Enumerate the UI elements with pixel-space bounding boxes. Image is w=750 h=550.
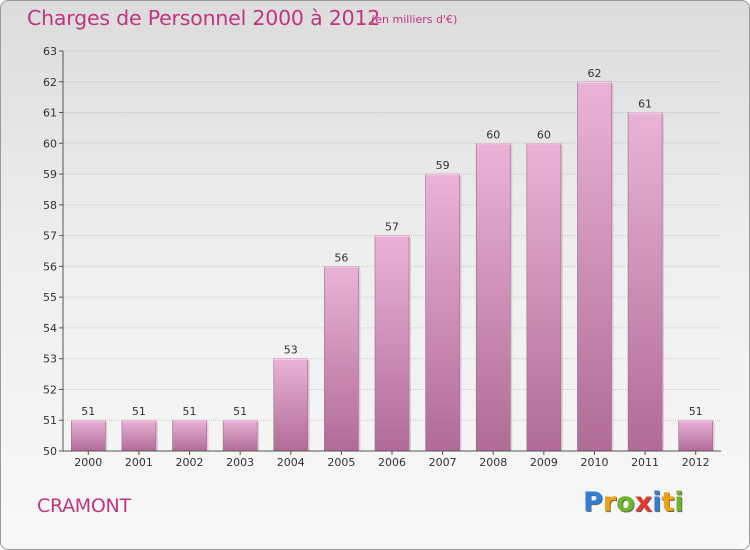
data-label: 53 [284,344,298,357]
y-tick-label: 57 [43,230,57,243]
y-tick-label: 60 [43,137,57,150]
y-tick-label: 53 [43,353,57,366]
x-tick-label: 2006 [378,456,406,469]
proxiti-logo: Proxiti [583,487,684,518]
y-tick-label: 56 [43,260,57,273]
logo-letter: i [652,487,662,518]
x-tick-label: 2012 [682,456,710,469]
data-label: 51 [183,405,197,418]
bar [121,419,157,452]
logo-letter: P [583,487,603,518]
x-tick-label: 2004 [277,456,305,469]
data-label: 60 [537,128,551,141]
data-label: 51 [689,405,703,418]
x-tick-label: 2005 [327,456,355,469]
y-tick-label: 59 [43,168,57,181]
chart-subtitle: (en milliers d'€) [371,13,458,26]
x-tick-label: 2003 [226,456,254,469]
bar [273,358,309,452]
data-label: 56 [334,251,348,264]
chart-title: Charges de Personnel 2000 à 2012 [27,6,381,30]
y-tick-label: 51 [43,414,57,427]
logo-letter: t [661,487,675,518]
data-label: 57 [385,221,399,234]
data-label: 61 [638,98,652,111]
x-tick-label: 2011 [631,456,659,469]
y-tick-label: 61 [43,107,57,120]
bar [526,143,562,452]
place-name: CRAMONT [37,495,131,517]
data-label: 51 [81,405,95,418]
data-label: 51 [132,405,146,418]
data-label: 51 [233,405,247,418]
y-tick-label: 55 [43,291,57,304]
x-tick-label: 2000 [74,456,102,469]
x-tick-label: 2002 [176,456,204,469]
bar [374,235,410,452]
bar [475,143,511,452]
logo-letter: x [634,487,653,518]
data-label: 62 [587,67,601,80]
y-tick-label: 58 [43,199,57,212]
bar [172,419,207,452]
x-tick-label: 2008 [479,456,507,469]
y-tick-label: 52 [43,383,57,396]
data-label: 60 [486,128,500,141]
x-tick-label: 2001 [125,456,153,469]
y-tick-label: 54 [43,322,57,335]
bar [627,112,663,452]
bar [324,266,359,452]
x-tick-label: 2010 [580,456,608,469]
y-tick-label: 50 [43,445,57,458]
x-tick-label: 2007 [429,456,457,469]
bar [71,419,106,452]
logo-letter: o [616,487,635,518]
logo-letter: r [602,487,617,518]
data-label: 59 [436,159,450,172]
bar [678,419,713,452]
logo-letter: i [674,487,684,518]
y-tick-label: 62 [43,76,57,89]
bar [222,419,258,452]
y-tick-label: 63 [43,45,57,58]
bar [425,173,460,452]
x-tick-label: 2009 [530,456,558,469]
bar [577,81,612,452]
